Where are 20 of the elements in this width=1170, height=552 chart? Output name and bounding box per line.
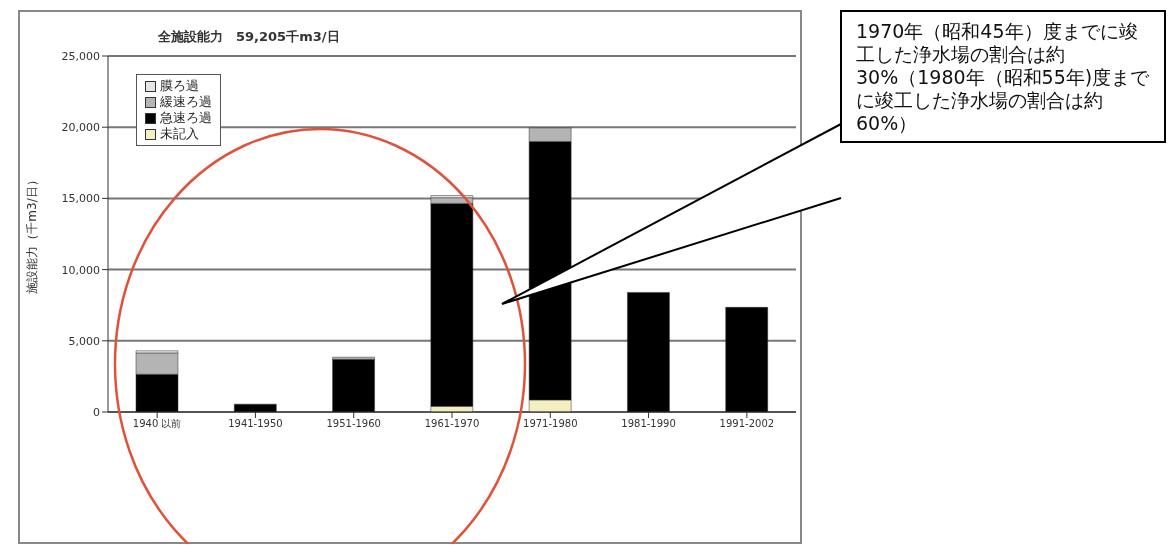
x-tick-label: 1940 以前 (132, 418, 182, 430)
legend-label: 緩速ろ過 (159, 94, 212, 110)
chart-title: 全施設能力 59,205千m3/日 (158, 28, 340, 46)
y-tick-label: 0 (93, 405, 100, 419)
y-tick-label: 25,000 (61, 49, 100, 63)
y-axis-title: 施設能力（千m3/日） (25, 174, 40, 294)
x-tick-label: 1961-1970 (424, 418, 480, 430)
text: 1970年（昭和45年）度までに竣工した浄水場の割合は約30%（1980年（昭和55年)度までに竣工した浄水場の割合は約60%） (840, 10, 1166, 143)
legend-label: 急速ろ過 (159, 110, 212, 126)
x-tick-label: 1951-1960 (326, 418, 381, 430)
y-tick-label: 15,000 (61, 192, 100, 206)
y-tick-label: 20,000 (61, 121, 100, 135)
y-tick-label: 5,000 (68, 334, 100, 348)
y-tick-label: 10,000 (61, 263, 100, 277)
x-tick-label: 1981-1990 (621, 418, 676, 430)
legend-label: 未記入 (159, 126, 200, 142)
legend-label: 膜ろ過 (159, 78, 200, 94)
x-tick-label: 1991-2002 (719, 418, 775, 430)
x-tick-label: 1971-1980 (523, 418, 578, 430)
x-tick-label: 1941-1950 (228, 418, 283, 430)
